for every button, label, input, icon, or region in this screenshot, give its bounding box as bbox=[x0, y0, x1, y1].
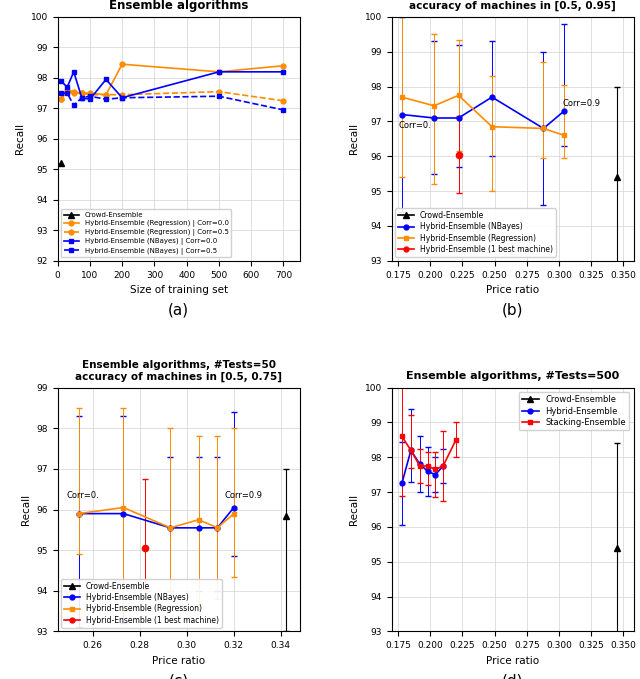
X-axis label: Size of training set: Size of training set bbox=[129, 285, 228, 295]
Title: Ensemble algorithms, #Tests=50
accuracy of machines in [0.5, 0.75]: Ensemble algorithms, #Tests=50 accuracy … bbox=[75, 360, 282, 382]
Title: Ensemble algorithms, #Tests=500: Ensemble algorithms, #Tests=500 bbox=[406, 371, 620, 382]
Text: (d): (d) bbox=[502, 673, 524, 679]
X-axis label: Price ratio: Price ratio bbox=[486, 285, 539, 295]
Text: Corr=0.9: Corr=0.9 bbox=[563, 99, 601, 108]
Legend: Crowd-Ensemble, Hybrid-Ensemble, Stacking-Ensemble: Crowd-Ensemble, Hybrid-Ensemble, Stackin… bbox=[519, 392, 629, 430]
Y-axis label: Recall: Recall bbox=[15, 124, 25, 154]
Text: Corr=0.: Corr=0. bbox=[398, 122, 431, 130]
Text: (c): (c) bbox=[168, 673, 189, 679]
Title: Ensemble algorithms, #Tests=50
accuracy of machines in [0.5, 0.95]: Ensemble algorithms, #Tests=50 accuracy … bbox=[409, 0, 616, 11]
Y-axis label: Recall: Recall bbox=[349, 124, 359, 154]
Legend: Crowd-Ensemble, Hybrid-Ensemble (NBayes), Hybrid-Ensemble (Regression), Hybrid-E: Crowd-Ensemble, Hybrid-Ensemble (NBayes)… bbox=[61, 579, 222, 627]
Text: Corr=0.: Corr=0. bbox=[67, 491, 100, 500]
Text: Corr=0.9: Corr=0.9 bbox=[225, 491, 262, 500]
X-axis label: Price ratio: Price ratio bbox=[486, 656, 539, 665]
Y-axis label: Recall: Recall bbox=[349, 494, 359, 525]
Legend: Crowd-Ensemble, Hybrid-Ensemble (Regression) | Corr=0.0, Hybrid-Ensemble (Regres: Crowd-Ensemble, Hybrid-Ensemble (Regress… bbox=[61, 209, 232, 257]
Title: Ensemble algorithms: Ensemble algorithms bbox=[109, 0, 248, 12]
Y-axis label: Recall: Recall bbox=[21, 494, 31, 525]
X-axis label: Price ratio: Price ratio bbox=[152, 656, 205, 665]
Text: (a): (a) bbox=[168, 302, 189, 318]
Legend: Crowd-Ensemble, Hybrid-Ensemble (NBayes), Hybrid-Ensemble (Regression), Hybrid-E: Crowd-Ensemble, Hybrid-Ensemble (NBayes)… bbox=[396, 208, 556, 257]
Text: (b): (b) bbox=[502, 302, 524, 318]
